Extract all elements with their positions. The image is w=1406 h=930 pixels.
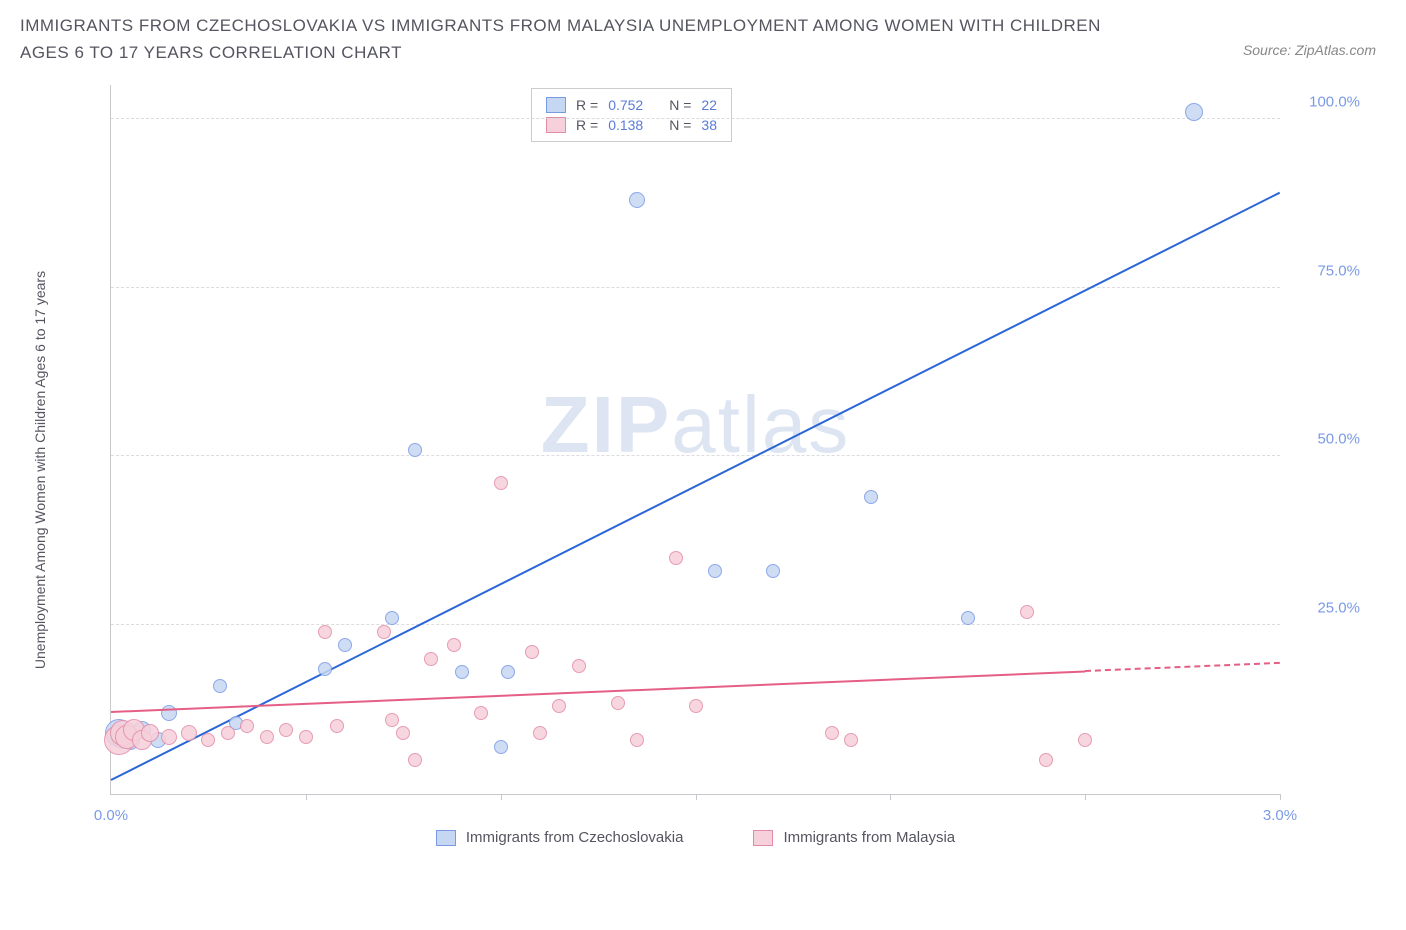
x-tick bbox=[1280, 794, 1281, 800]
data-point bbox=[213, 679, 227, 693]
data-point bbox=[1020, 605, 1034, 619]
y-tick-label: 25.0% bbox=[1290, 600, 1360, 617]
data-point bbox=[408, 443, 422, 457]
r-label: R = bbox=[576, 117, 598, 133]
data-point bbox=[844, 733, 858, 747]
legend-item: Immigrants from Malaysia bbox=[753, 829, 955, 846]
r-label: R = bbox=[576, 97, 598, 113]
data-point bbox=[494, 740, 508, 754]
n-label: N = bbox=[669, 117, 691, 133]
n-value: 22 bbox=[701, 97, 717, 113]
data-point bbox=[572, 659, 586, 673]
trend-line bbox=[1085, 662, 1280, 672]
x-tick bbox=[696, 794, 697, 800]
source-attribution: Source: ZipAtlas.com bbox=[1243, 42, 1376, 58]
legend-row: R = 0.752 N = 22 bbox=[546, 95, 717, 115]
data-point bbox=[240, 719, 254, 733]
trend-line bbox=[111, 191, 1281, 780]
data-point bbox=[825, 726, 839, 740]
data-point bbox=[408, 753, 422, 767]
x-tick bbox=[306, 794, 307, 800]
n-value: 38 bbox=[701, 117, 717, 133]
gridline bbox=[111, 455, 1280, 456]
data-point bbox=[396, 726, 410, 740]
x-tick bbox=[1085, 794, 1086, 800]
watermark: ZIPatlas bbox=[541, 379, 850, 471]
legend-swatch-pink bbox=[753, 830, 773, 846]
gridline bbox=[111, 287, 1280, 288]
chart-title: IMMIGRANTS FROM CZECHOSLOVAKIA VS IMMIGR… bbox=[20, 12, 1120, 66]
plot-inner: ZIPatlas R = 0.752 N = 22 R = 0.138 N = … bbox=[110, 85, 1280, 795]
data-point bbox=[424, 652, 438, 666]
y-axis-label: Unemployment Among Women with Children A… bbox=[32, 271, 48, 669]
legend-swatch-blue bbox=[546, 97, 566, 113]
data-point bbox=[447, 638, 461, 652]
data-point bbox=[260, 730, 274, 744]
legend-label: Immigrants from Malaysia bbox=[783, 829, 955, 846]
data-point bbox=[455, 665, 469, 679]
x-tick bbox=[501, 794, 502, 800]
data-point bbox=[1185, 103, 1203, 121]
data-point bbox=[330, 719, 344, 733]
data-point bbox=[552, 699, 566, 713]
r-value: 0.138 bbox=[608, 117, 643, 133]
data-point bbox=[385, 611, 399, 625]
data-point bbox=[494, 476, 508, 490]
gridline bbox=[111, 118, 1280, 119]
data-point bbox=[181, 725, 197, 741]
gridline bbox=[111, 624, 1280, 625]
legend-swatch-pink bbox=[546, 117, 566, 133]
y-tick-label: 100.0% bbox=[1290, 93, 1360, 110]
data-point bbox=[533, 726, 547, 740]
data-point bbox=[161, 729, 177, 745]
n-label: N = bbox=[669, 97, 691, 113]
data-point bbox=[474, 706, 488, 720]
data-point bbox=[221, 726, 235, 740]
data-point bbox=[385, 713, 399, 727]
legend-swatch-blue bbox=[436, 830, 456, 846]
data-point bbox=[501, 665, 515, 679]
data-point bbox=[318, 625, 332, 639]
chart-area: Unemployment Among Women with Children A… bbox=[80, 85, 1370, 855]
data-point bbox=[1078, 733, 1092, 747]
data-point bbox=[377, 625, 391, 639]
data-point bbox=[299, 730, 313, 744]
y-tick-label: 75.0% bbox=[1290, 262, 1360, 279]
data-point bbox=[630, 733, 644, 747]
data-point bbox=[961, 611, 975, 625]
x-tick-label: 0.0% bbox=[94, 807, 128, 824]
data-point bbox=[201, 733, 215, 747]
data-point bbox=[1039, 753, 1053, 767]
data-point bbox=[669, 551, 683, 565]
series-legend: Immigrants from Czechoslovakia Immigrant… bbox=[111, 829, 1280, 846]
data-point bbox=[338, 638, 352, 652]
data-point bbox=[766, 564, 780, 578]
data-point bbox=[629, 192, 645, 208]
data-point bbox=[279, 723, 293, 737]
data-point bbox=[708, 564, 722, 578]
x-tick bbox=[890, 794, 891, 800]
data-point bbox=[689, 699, 703, 713]
legend-label: Immigrants from Czechoslovakia bbox=[466, 829, 684, 846]
data-point bbox=[318, 662, 332, 676]
trend-line bbox=[111, 670, 1085, 713]
data-point bbox=[864, 490, 878, 504]
correlation-legend: R = 0.752 N = 22 R = 0.138 N = 38 bbox=[531, 88, 732, 142]
data-point bbox=[525, 645, 539, 659]
legend-item: Immigrants from Czechoslovakia bbox=[436, 829, 684, 846]
data-point bbox=[141, 724, 159, 742]
y-tick-label: 50.0% bbox=[1290, 431, 1360, 448]
x-tick-label: 3.0% bbox=[1263, 807, 1297, 824]
data-point bbox=[611, 696, 625, 710]
r-value: 0.752 bbox=[608, 97, 643, 113]
